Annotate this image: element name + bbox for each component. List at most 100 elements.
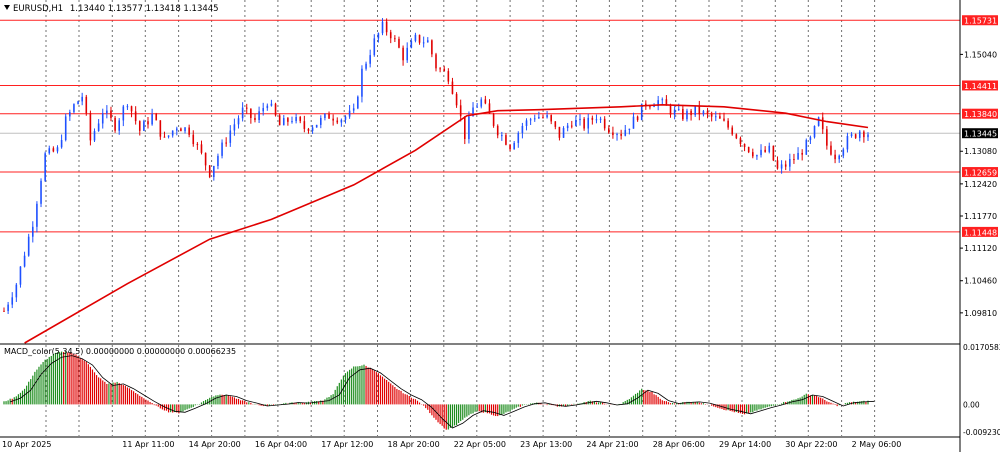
macd-axis-label: -0.0092300 (963, 428, 1000, 437)
level-price-text: 1.11448 (964, 228, 997, 237)
candle-body (229, 130, 232, 143)
x-tick-label: 11 Apr 11:00 (122, 440, 174, 449)
candle-body (439, 68, 441, 70)
candle-body (533, 118, 536, 120)
candle-body (324, 113, 326, 118)
candle-body (575, 120, 577, 126)
candle-body (686, 110, 688, 120)
candle-body (764, 149, 766, 152)
candle-body (73, 104, 75, 113)
candle-body (435, 54, 437, 69)
candle-body (328, 113, 330, 119)
candle-body (476, 106, 478, 108)
candle-body (636, 116, 639, 121)
candle-body (608, 128, 610, 133)
axes (0, 0, 961, 452)
candle-body (529, 119, 532, 121)
candle-body (410, 40, 413, 48)
candle-body (176, 128, 178, 131)
candle-body (690, 110, 692, 116)
x-tick-label: 14 Apr 20:00 (189, 440, 241, 449)
candle-body (250, 108, 252, 118)
candle-body (727, 120, 729, 128)
candle-body (566, 125, 569, 129)
candle-body (649, 106, 651, 108)
candle-body (89, 113, 92, 141)
candle-body (813, 125, 816, 138)
candle-body (443, 68, 446, 72)
candle-body (130, 106, 133, 112)
candle-body (640, 103, 643, 121)
candle-body (196, 144, 199, 146)
candle-body (287, 118, 289, 122)
candle-body (826, 129, 828, 146)
candle-body (143, 121, 145, 131)
candle-body (147, 121, 149, 125)
candle-body (221, 142, 223, 156)
candle-body (591, 117, 594, 120)
svg-text:EURUSD,H1 1.13440 1.13: EURUSD,H1 1.13440 1.13577 1.13418 1.1344… (13, 4, 219, 14)
chart-header: EURUSD,H1 1.13440 1.13577 1.13418 1.1344… (4, 4, 219, 14)
level-price-tag (962, 108, 998, 119)
candle-body (64, 116, 67, 141)
candle-body (665, 99, 668, 106)
candle-body (15, 284, 18, 298)
candle-body (266, 105, 269, 109)
candle-body (32, 226, 34, 237)
candle-body (682, 108, 684, 120)
candle-body (710, 113, 713, 117)
candle-body (846, 136, 849, 150)
candle-body (274, 103, 277, 116)
candle-body (863, 131, 865, 138)
candle-body (19, 266, 22, 285)
candle-body (138, 121, 141, 131)
candle-body (406, 47, 408, 61)
candle-body (27, 236, 30, 256)
x-tick-label: 16 Apr 04:00 (255, 440, 307, 449)
candle-body (40, 180, 42, 204)
candle-body (620, 134, 622, 136)
candle-body (93, 131, 96, 141)
candle-body (36, 203, 38, 227)
y-tick-label: 1.10460 (964, 277, 997, 286)
candle-body (731, 127, 734, 135)
candle-body (122, 106, 125, 121)
candle-body (850, 134, 853, 137)
moving-average (24, 103, 869, 344)
candle-body (743, 143, 746, 148)
level-price-tag (962, 226, 998, 237)
candle-body (299, 116, 302, 122)
candle-body (472, 107, 474, 117)
ohlc-label: 1.13440 1.13577 1.13418 1.13445 (70, 4, 219, 14)
y-tick-label: 1.09810 (964, 309, 997, 318)
candle-body (542, 116, 544, 118)
candle-body (357, 96, 359, 109)
candle-body (291, 121, 293, 123)
candle-body (336, 120, 339, 123)
candle-body (180, 128, 182, 132)
dropdown-triangle-icon[interactable] (4, 5, 10, 10)
candle-body (200, 144, 203, 153)
candle-body (768, 145, 771, 152)
candle-body (217, 155, 219, 166)
candle-body (830, 145, 832, 155)
candle-body (422, 42, 425, 44)
candle-body (805, 140, 808, 155)
candle-body (155, 113, 158, 121)
moving-average-line (24, 103, 869, 344)
candle-body (488, 103, 491, 114)
candle-body (776, 160, 779, 169)
candle-body (7, 304, 9, 311)
candle-body (673, 109, 676, 115)
candle-body (562, 128, 565, 138)
candle-body (834, 154, 836, 160)
candle-body (106, 110, 108, 114)
candle-body (809, 137, 812, 141)
level-price-tag (962, 15, 998, 26)
axis-labels: 10 Apr 2025 11 Apr 11:00 14 Apr 20:00 16 Ap… (2, 15, 1000, 449)
candle-body (484, 99, 487, 104)
candle-body (303, 121, 306, 129)
x-tick-label: 18 Apr 20:00 (388, 440, 440, 449)
